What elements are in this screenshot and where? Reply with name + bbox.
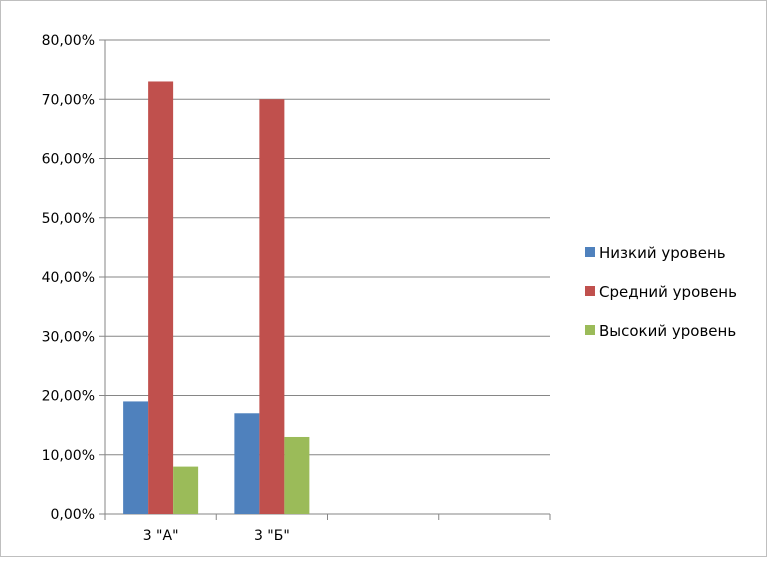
y-tick-label: 10,00% [42,448,95,464]
legend-label: Низкий уровень [599,244,726,262]
y-tick-labels: 0,00% 10,00% 20,00% 30,00% 40,00% 50,00% 60,00… [42,33,95,523]
legend: Низкий уровень Средний уровень Высокий уро… [585,244,737,340]
y-tick-label: 40,00% [42,270,95,286]
y-tick-label: 60,00% [42,152,95,168]
legend-swatch [585,286,595,296]
bar [148,81,174,514]
y-tick-label: 50,00% [42,211,95,227]
y-tick-label: 20,00% [42,389,95,405]
y-tick-label: 80,00% [42,33,95,49]
bars [123,81,310,514]
y-tick-label: 30,00% [42,329,95,345]
legend-label: Средний уровень [599,283,737,301]
gridlines [105,39,550,456]
bar [123,401,149,514]
bar [173,466,199,514]
x-tick-label: 3 "А" [143,528,179,544]
y-tick-label: 70,00% [42,92,95,108]
bar [234,413,260,514]
x-tick-label: 3 "Б" [254,528,290,544]
legend-swatch [585,325,595,335]
y-tick-label: 0,00% [51,507,95,523]
legend-label: Высокий уровень [599,322,736,340]
bar [284,436,310,514]
bar [259,99,285,514]
x-tick-labels: 3 "А" 3 "Б" [143,528,290,544]
legend-swatch [585,247,595,257]
